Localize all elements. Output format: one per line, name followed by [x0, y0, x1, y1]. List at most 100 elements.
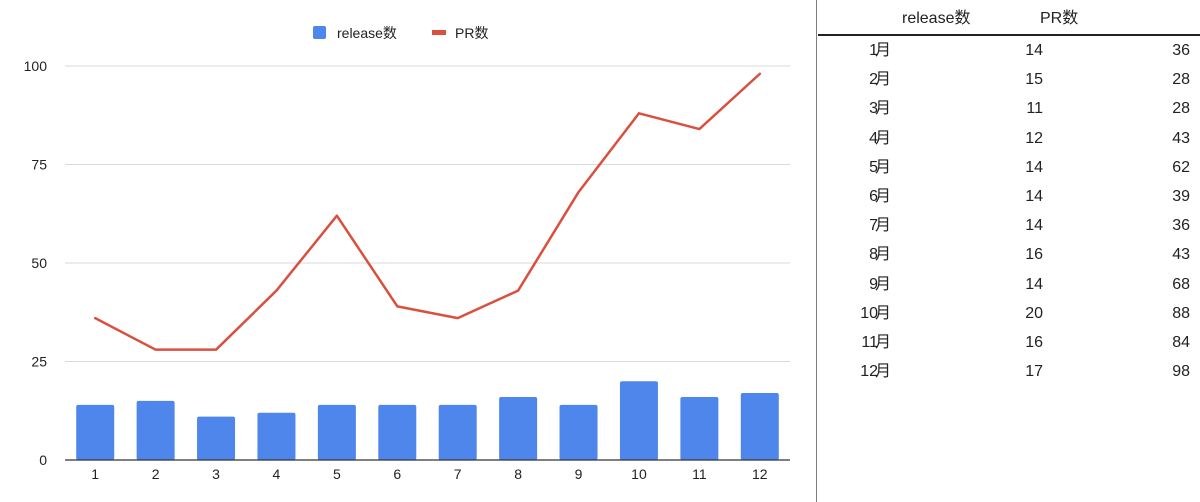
table-cell-unit: 月	[875, 275, 892, 293]
legend-swatch-pr	[432, 30, 446, 35]
table-cell-unit: 月	[875, 246, 892, 264]
table-cell-month: 6	[869, 188, 878, 205]
table-cell-release: 14	[1025, 188, 1043, 205]
x-tick-label: 7	[454, 466, 462, 482]
x-tick-label: 12	[752, 466, 768, 482]
x-tick-label: 5	[333, 466, 341, 482]
y-tick-label: 75	[31, 157, 47, 173]
table-cell-pr: 39	[1172, 188, 1190, 205]
table-cell-month: 9	[869, 275, 878, 293]
table-cell-unit: 月	[875, 71, 892, 89]
table-cell-unit: 月	[875, 158, 892, 176]
table-cell-month: 2	[869, 71, 878, 89]
table-cell-unit: 月	[875, 334, 892, 351]
table-cell-release: 16	[1025, 334, 1043, 351]
table-cell-month: 11	[861, 334, 878, 351]
table-cell-pr: 84	[1172, 334, 1190, 351]
table-cell-pr: 28	[1172, 71, 1190, 89]
table-cell-month: 3	[869, 100, 878, 118]
legend-label-release: release数	[337, 25, 397, 41]
table-cell-release: 14	[1025, 275, 1043, 293]
y-tick-label: 50	[31, 255, 47, 271]
table-cell-release: 12	[1025, 129, 1043, 147]
bar-release-6	[378, 404, 417, 460]
table-cell-release: 16	[1025, 246, 1043, 264]
x-tick-label: 4	[273, 466, 281, 482]
table-row: 10 月 20 88	[818, 299, 1200, 328]
table-row: 5 月 14 62	[818, 153, 1200, 182]
x-tick-label: 9	[575, 466, 583, 482]
table-row: 12 月 17 98	[818, 357, 1200, 386]
legend-label-pr: PR数	[455, 25, 488, 41]
y-tick-label: 100	[24, 58, 48, 74]
line-pr	[93, 72, 762, 351]
table-cell-pr: 62	[1172, 158, 1190, 176]
data-table: release数 PR数 1 月 14 36 2 月 15 28 3 月 11 28 4 月 12 43 5 月 1…	[818, 0, 1200, 502]
table-cell-release: 14	[1025, 217, 1043, 235]
table-cell-month: 4	[869, 129, 878, 147]
table-cell-pr: 43	[1172, 246, 1190, 264]
x-tick-label: 3	[212, 466, 220, 482]
table-row: 8 月 16 43	[818, 240, 1200, 269]
table-header-release: release数	[902, 10, 971, 27]
table-cell-pr: 43	[1172, 129, 1190, 147]
table-row: 9 月 14 68	[818, 270, 1200, 299]
table-cell-month: 10	[860, 304, 878, 322]
legend-swatch-release	[313, 26, 326, 39]
table-cell-pr: 36	[1172, 217, 1190, 235]
x-tick-label: 2	[152, 466, 160, 482]
table-row: 2 月 15 28	[818, 65, 1200, 94]
bar-release-9	[559, 404, 598, 460]
bar-release-7	[438, 404, 477, 460]
table-cell-pr: 36	[1172, 42, 1190, 59]
bar-release-5	[317, 404, 356, 460]
table-header-pr: PR数	[1040, 10, 1079, 27]
y-tick-label: 0	[39, 452, 47, 468]
x-tick-label: 6	[393, 466, 401, 482]
bar-release-11	[680, 396, 719, 460]
table-cell-release: 11	[1026, 100, 1043, 118]
bar-release-10	[619, 381, 658, 460]
x-tick-label: 1	[91, 466, 99, 482]
table-cell-month: 8	[869, 246, 878, 264]
table-cell-release: 14	[1025, 158, 1043, 176]
table-row: 11 月 16 84	[818, 328, 1200, 357]
table-cell-month: 12	[860, 363, 878, 381]
table-cell-pr: 68	[1172, 275, 1190, 293]
table-cell-release: 17	[1025, 363, 1043, 381]
table-cell-month: 1	[869, 42, 878, 59]
table-cell-release: 15	[1025, 71, 1043, 89]
combo-chart: 0 25 50 75 100 1 2 3 4 5 6 7 8 9 10 11 12 release数 PR数	[24, 25, 790, 482]
table-cell-pr: 98	[1172, 363, 1190, 381]
table-cell-unit: 月	[875, 129, 892, 147]
bar-release-12	[740, 393, 779, 460]
bar-release-8	[499, 396, 538, 460]
panel-divider	[816, 0, 817, 502]
table-row: 3 月 11 28	[818, 94, 1200, 123]
table-cell-unit: 月	[875, 42, 892, 59]
x-tick-label: 8	[514, 466, 522, 482]
bar-release-4	[257, 412, 296, 460]
bar-release-3	[197, 416, 236, 460]
table-cell-unit: 月	[875, 363, 892, 381]
table-header-rule	[818, 34, 1200, 36]
table-cell-release: 20	[1025, 304, 1043, 322]
table-cell-month: 7	[869, 217, 878, 235]
table-cell-unit: 月	[875, 188, 892, 205]
table-cell-unit: 月	[875, 217, 892, 235]
table-cell-unit: 月	[875, 100, 892, 118]
y-tick-label: 25	[31, 354, 47, 370]
x-tick-label: 11	[692, 466, 707, 482]
table-row: 4 月 12 43	[818, 124, 1200, 153]
bar-release-2	[136, 400, 175, 460]
table-cell-pr: 88	[1172, 304, 1190, 322]
table-cell-month: 5	[869, 158, 878, 176]
table-row: 7 月 14 36	[818, 211, 1200, 240]
table-cell-release: 14	[1025, 42, 1043, 59]
x-tick-label: 10	[631, 466, 647, 482]
table-cell-pr: 28	[1172, 100, 1190, 118]
bar-release-1	[76, 404, 115, 460]
table-cell-unit: 月	[875, 304, 892, 322]
table-row: 6 月 14 39	[818, 182, 1200, 211]
